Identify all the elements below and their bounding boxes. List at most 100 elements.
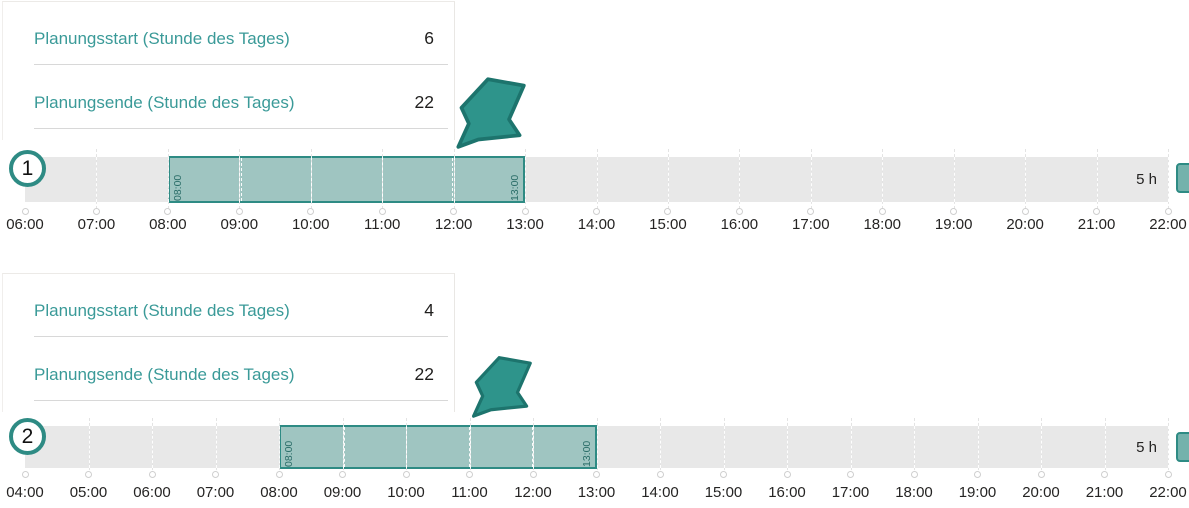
edge-button[interactable] [1176,163,1189,193]
hour-gridline [167,157,169,202]
settings-panel-1: Planungsstart (Stunde des Tages) 6 Planung… [2,1,455,140]
hour-gridline [240,158,242,201]
hour-gridline [469,426,471,468]
hour-gridline [1096,157,1098,202]
hour-tick-label: 15:00 [649,216,687,233]
duration-label: 5 h [1136,171,1157,188]
hour-gridline [88,426,90,468]
hour-tick-marker [1021,207,1029,215]
hour-gridline [406,426,407,468]
hour-tick-marker [148,470,156,478]
field-row: Planungsende (Stunde des Tages) 22 [3,338,454,402]
hour-gridline [1041,426,1042,468]
hour-tick-label: 09:00 [323,484,362,501]
hour-tick-marker [593,470,600,478]
selection-end-label: 13:00 [509,174,522,201]
duration-label: 5 h [1136,438,1157,456]
field-underline [34,400,448,401]
hour-gridline [310,157,312,202]
hour-tick-label: 14:00 [577,216,616,233]
hour-tick-label: 14:00 [641,484,679,501]
hour-tick-label: 06:00 [6,216,44,233]
hour-tick-marker [664,207,672,215]
hour-tick-label: 11:00 [363,216,401,233]
hour-tick-marker [1164,470,1172,478]
field-value-input[interactable]: 22 [414,364,434,384]
hour-tick-label: 18:00 [863,216,902,233]
hour-tick-label: 11:00 [451,484,488,501]
hour-tick-marker [1164,207,1172,215]
hour-tick-marker [450,207,458,215]
hour-tick-marker [807,207,815,215]
hour-tick-marker [720,470,727,478]
hour-tick-marker [21,470,29,478]
hour-gridline [596,426,598,468]
hour-tick-marker [950,207,958,215]
hour-tick-marker [85,470,92,478]
hour-tick-label: 16:00 [720,216,759,233]
hour-tick-marker [1101,470,1108,478]
hour-gridline [660,426,661,468]
hour-gridline [667,157,669,202]
hour-gridline [1025,157,1027,202]
hour-gridline [739,157,741,202]
field-row: Planungsende (Stunde des Tages) 22 [3,66,454,130]
hour-gridline [342,426,344,468]
settings-panel-2: Planungsstart (Stunde des Tages) 4 Planung… [2,273,455,412]
selection-start-label: 08:00 [283,440,295,467]
hour-gridline [882,157,884,202]
hour-tick-label: 09:00 [220,216,259,233]
hour-gridline [525,157,527,202]
selected-time-range[interactable]: 08:00 13:00 [279,425,597,469]
hour-tick-label: 19:00 [958,484,997,501]
field-underline [34,128,448,129]
hour-tick-label: 17:00 [831,484,870,501]
hour-tick-label: 22:00 [1149,216,1187,233]
hour-tick-label: 19:00 [934,216,973,233]
hour-tick-marker [783,470,791,478]
hour-tick-label: 04:00 [6,484,44,501]
down-left-arrow-icon [471,356,532,418]
hour-tick-label: 21:00 [1077,216,1116,233]
hour-tick-marker [339,470,346,478]
field-label: Planungsende (Stunde des Tages) [34,365,295,384]
hour-gridline [977,426,979,468]
selection-end-label: 13:00 [580,440,593,467]
hour-gridline [533,426,534,468]
hour-tick-label: 10:00 [291,216,330,233]
field-label: Planungsende (Stunde des Tages) [34,93,295,112]
hour-tick-marker [275,470,283,478]
hour-tick-label: 07:00 [77,216,116,233]
field-value-input[interactable]: 4 [424,300,434,320]
field-row: Planungsstart (Stunde des Tages) 6 [3,2,454,66]
hour-tick-marker [735,207,743,215]
hour-gridline [343,427,345,467]
hour-tick-marker [878,207,886,215]
edge-button[interactable] [1176,432,1189,462]
field-label: Planungsstart (Stunde des Tages) [34,29,290,48]
hour-tick-marker [466,470,473,478]
field-value-input[interactable]: 22 [414,92,434,112]
hour-gridline [1104,426,1106,468]
hour-tick-marker [402,470,410,478]
down-left-arrow-icon [456,77,526,149]
hour-gridline [96,157,98,202]
field-value-input[interactable]: 6 [424,28,434,48]
hour-tick-label: 07:00 [196,484,235,501]
hour-tick-marker [656,470,664,478]
hour-gridline [152,426,153,468]
hour-gridline [531,427,533,467]
hour-tick-label: 21:00 [1085,484,1124,501]
hour-tick-marker [21,207,29,215]
hour-tick-marker [378,207,386,215]
field-underline [34,64,448,65]
hour-gridline [452,158,454,201]
hour-tick-marker [1037,470,1045,478]
field-row: Planungsstart (Stunde des Tages) 4 [3,274,454,338]
hour-tick-marker [910,470,918,478]
hour-gridline [787,426,788,468]
hour-gridline [914,426,915,468]
selected-time-range[interactable]: 08:00 13:00 [167,156,526,203]
hour-tick-marker [1093,207,1101,215]
hour-tick-label: 20:00 [1022,484,1060,501]
